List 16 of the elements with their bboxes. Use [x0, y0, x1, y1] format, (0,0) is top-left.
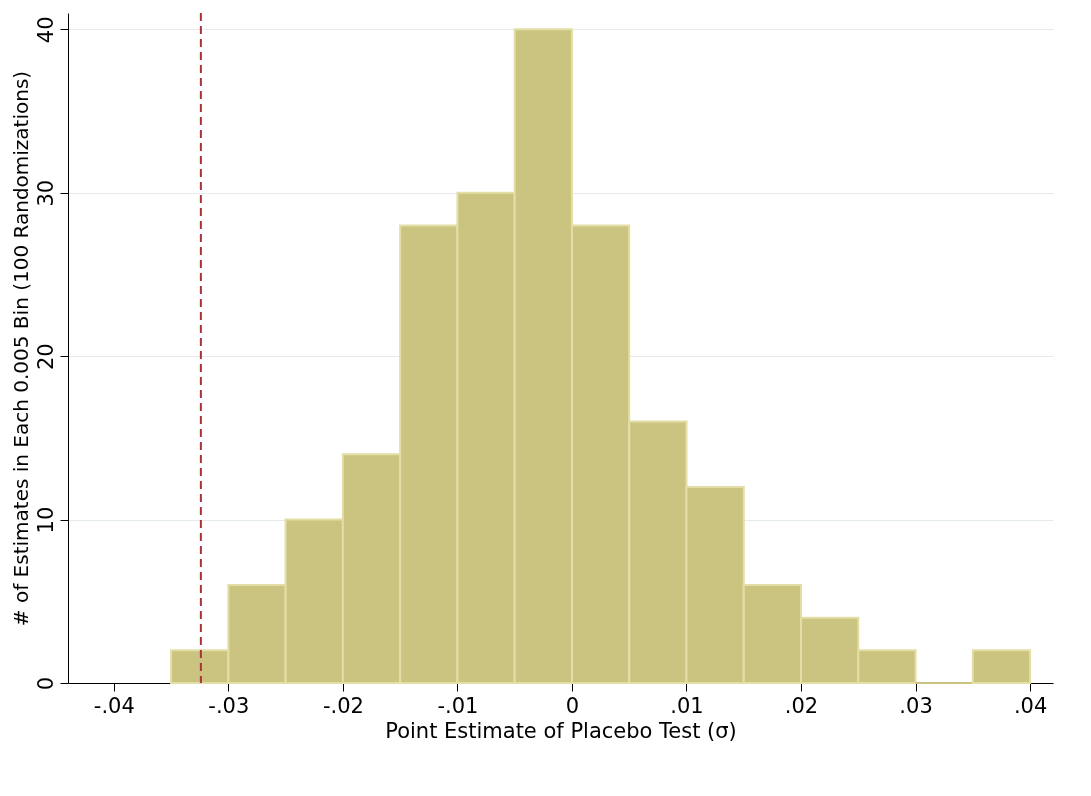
y-tick-label: 0: [33, 676, 58, 691]
y-tick-label: 30: [33, 179, 58, 207]
x-tick-label: .01: [670, 693, 704, 718]
x-tick-label: .04: [1013, 693, 1048, 718]
x-tick-label: -.04: [93, 693, 135, 718]
x-tick-label: -.01: [437, 693, 479, 718]
x-tick-label: 0: [565, 693, 580, 718]
x-tick-label: -.03: [208, 693, 250, 718]
y-axis-title: # of Estimates in Each 0.005 Bin (100 Randomizations): [8, 70, 33, 627]
x-tick-label: .02: [784, 693, 819, 718]
y-tick-label: 40: [33, 16, 58, 44]
y-tick-label: 20: [33, 343, 58, 371]
x-axis-title: Point Estimate of Placebo Test (σ): [385, 718, 737, 743]
x-tick-label: .03: [899, 693, 933, 718]
y-tick-label: 10: [33, 506, 58, 534]
x-tick-label: -.02: [322, 693, 364, 718]
